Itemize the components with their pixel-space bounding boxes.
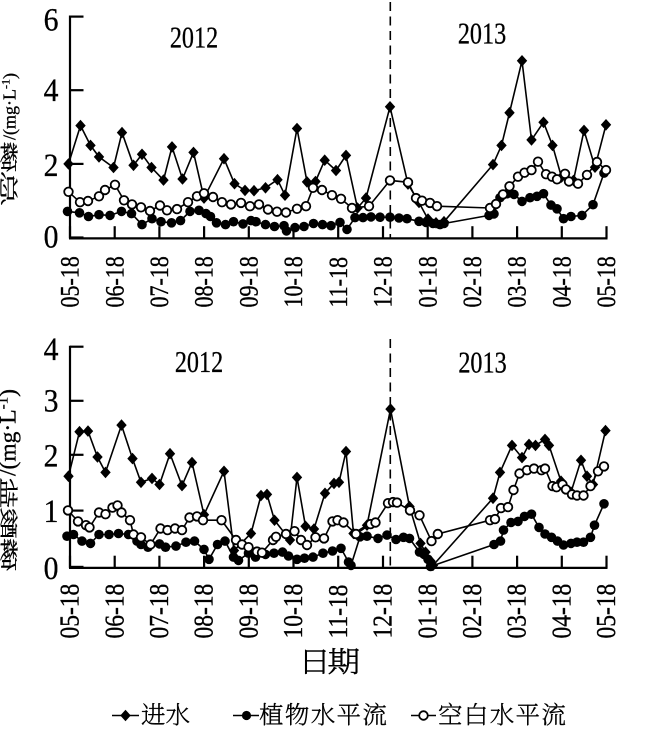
svg-text:08-18: 08-18	[191, 256, 219, 307]
svg-text:/(mg·L-1): /(mg·L-1)	[0, 389, 22, 476]
svg-text:04-18: 04-18	[546, 584, 577, 639]
svg-text:1: 1	[44, 493, 59, 530]
svg-text:01-18: 01-18	[415, 256, 443, 307]
svg-text:2012: 2012	[175, 345, 223, 380]
svg-text:11-18: 11-18	[322, 585, 353, 639]
svg-text:06-18: 06-18	[102, 256, 130, 307]
svg-text:2012: 2012	[170, 21, 218, 56]
svg-text:05-18: 05-18	[590, 584, 621, 639]
svg-text:04-18: 04-18	[549, 256, 577, 307]
svg-text:07-18: 07-18	[143, 584, 174, 639]
svg-text:/(mg·L-1): /(mg·L-1)	[0, 73, 21, 140]
svg-text:01-18: 01-18	[411, 584, 442, 639]
svg-text:07-18: 07-18	[146, 256, 174, 307]
svg-text:12-18: 12-18	[367, 584, 398, 639]
svg-text:2013: 2013	[458, 17, 506, 52]
svg-text:2: 2	[44, 146, 59, 183]
svg-text:05-18: 05-18	[57, 256, 85, 307]
svg-text:6: 6	[44, 1, 59, 38]
svg-text:3: 3	[44, 382, 59, 419]
svg-text:02-18: 02-18	[456, 584, 487, 639]
svg-text:06-18: 06-18	[98, 584, 129, 639]
svg-text:09-18: 09-18	[233, 584, 264, 639]
svg-text:12-18: 12-18	[370, 256, 398, 307]
svg-text:4: 4	[44, 71, 59, 108]
svg-text:2013: 2013	[458, 346, 506, 381]
svg-text:10-18: 10-18	[277, 584, 308, 639]
svg-text:08-18: 08-18	[188, 584, 219, 639]
svg-text:05-18: 05-18	[54, 584, 85, 639]
svg-text:0: 0	[44, 550, 59, 587]
svg-text:10-18: 10-18	[281, 256, 309, 307]
svg-text:05-18: 05-18	[594, 256, 622, 307]
svg-text:2: 2	[44, 437, 59, 474]
svg-text:0: 0	[44, 218, 59, 255]
svg-text:4: 4	[44, 331, 59, 368]
svg-text:09-18: 09-18	[236, 256, 264, 307]
svg-text:02-18: 02-18	[459, 256, 487, 307]
svg-text:03-18: 03-18	[501, 584, 532, 639]
svg-text:03-18: 03-18	[504, 256, 532, 307]
svg-text:11-18: 11-18	[325, 257, 353, 307]
